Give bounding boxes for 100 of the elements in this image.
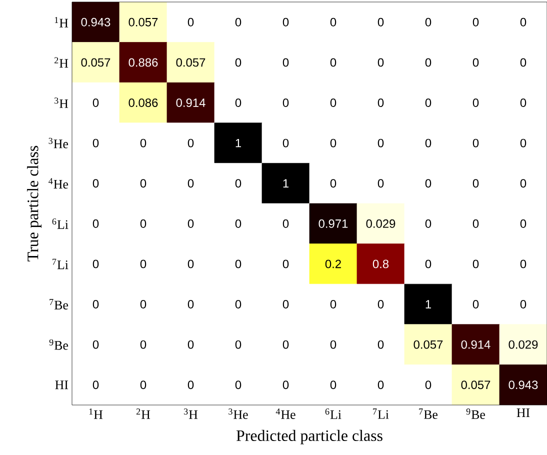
data-label: 0 [330,179,336,188]
data-label: 0 [378,98,384,107]
data-label: 0 [330,380,336,390]
data-label: 0.057 [414,340,443,349]
data-label: 0 [472,179,479,188]
data-label: 0 [235,179,242,188]
data-label: 0 [425,58,432,67]
data-label: 0 [425,380,432,390]
data-label: 0 [282,300,289,308]
data-label: 0 [520,98,526,107]
data-label: 0 [282,219,289,228]
data-label: 0 [425,98,432,107]
data-label: 0.943 [81,18,110,26]
data-label: 0 [520,138,526,148]
data-label: 0 [92,219,99,228]
data-label: 0 [425,260,432,268]
data-label: 0 [472,300,479,308]
y-axis-title: True particle class [27,146,42,262]
data-label: 0 [425,138,432,148]
data-label: 0 [140,179,146,188]
data-label: 0.057 [461,380,490,390]
data-label: 0 [92,300,99,308]
data-label: 0 [92,98,99,107]
data-label: 0 [425,179,432,188]
y-tick-label: $^{9}$Be [49,339,68,350]
data-label: 0.086 [128,98,158,107]
data-label: 0 [92,380,99,390]
data-label: 0.943 [508,380,538,390]
data-label: 0 [282,138,289,148]
data-label: 0 [472,219,479,228]
data-label: 0.8 [372,260,389,268]
data-label: 0 [92,260,99,268]
data-label: 0.2 [325,260,341,268]
data-label: 0 [188,219,194,228]
data-label: 0 [520,260,526,268]
data-label: 0 [378,179,384,188]
data-label: 0 [330,340,336,349]
data-label: 0.029 [508,340,538,349]
data-label: 0.057 [81,58,110,67]
data-label: 0 [140,219,146,228]
data-label: 0 [235,340,242,349]
data-label: 0.971 [318,219,348,228]
y-tick-label: $^{4}$He [48,178,68,189]
y-tick-label: $^{3}$He [48,138,68,148]
data-label: 0 [330,58,336,67]
data-label: 0 [188,340,194,349]
data-label: 0 [330,138,336,148]
data-label: 0 [140,138,146,148]
data-label: 0 [235,380,242,390]
data-label: 0 [425,219,432,228]
data-label: 0 [140,340,146,349]
data-label: 0 [282,18,289,26]
data-label: 0 [378,138,384,148]
data-label: 0 [188,138,194,148]
x-tick-label: $^{4}$He [276,408,296,419]
data-label: 1 [426,300,431,308]
y-tick-label: $^{7}$Li [52,258,68,270]
data-label: 0 [520,179,526,188]
data-label: 0 [378,340,384,349]
data-label: 0 [472,18,479,26]
data-label: 0 [188,18,194,26]
data-label: 0 [235,58,242,67]
data-label: 0 [282,58,289,67]
data-label: 0 [425,18,432,26]
data-label: 0 [330,98,336,107]
data-label: 0 [282,340,289,349]
data-label: 0 [140,300,146,308]
data-label: 1 [236,138,241,148]
data-label: 0 [520,300,526,308]
x-tick-label: $^{2}$H [136,408,150,419]
data-label: 0 [520,58,526,67]
x-tick-label: $^{7}$Li [373,408,389,419]
x-tick-label: $^{3}$H [184,408,198,419]
data-label: 0 [378,380,384,390]
data-label: 1 [283,179,288,188]
data-label: 0 [472,98,479,107]
data-label: 0 [92,138,99,148]
data-label: 0 [92,340,99,349]
x-tick-label: $^{7}$Be [419,408,438,419]
data-label: 0 [188,300,194,308]
x-tick-label: $^{9}$Be [466,408,486,419]
data-label: 0 [378,58,384,67]
data-label: 0 [378,18,384,26]
data-label: 0 [235,300,242,308]
data-label: 0 [282,380,289,390]
data-label: 0 [330,18,336,26]
data-label: 0.057 [176,58,206,67]
y-tick-label: $^{7}$Be [50,299,68,310]
data-label: 0 [520,219,526,228]
data-label: 0 [188,179,194,188]
data-label: 0 [472,58,479,67]
data-label: 0.057 [128,18,158,26]
data-label: 0.914 [461,340,490,349]
x-axis-title: Predicted particle class [236,430,382,444]
data-label: 0.029 [366,219,396,228]
data-label: 0 [520,18,526,26]
y-tick-label: $^{2}$H [54,57,68,68]
data-label: 0 [235,260,242,268]
y-tick-label: $^{1}$H [54,16,68,28]
data-label: 0 [235,98,242,107]
